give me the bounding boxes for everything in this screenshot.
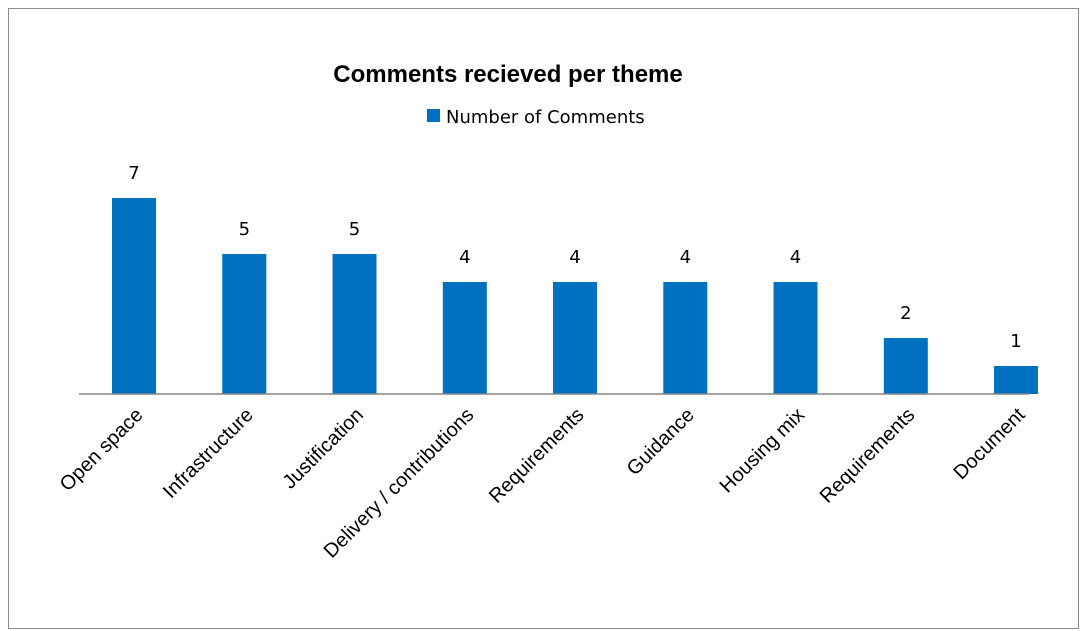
bar — [442, 282, 487, 394]
x-tick-label: Infrastructure — [159, 404, 258, 503]
data-label: 4 — [680, 247, 691, 268]
bar — [553, 282, 597, 394]
legend: Number of Comments — [427, 107, 645, 128]
data-label: 7 — [128, 163, 139, 184]
data-label: 2 — [900, 303, 911, 324]
data-label: 4 — [569, 247, 580, 268]
legend-swatch — [427, 109, 440, 122]
x-tick-label: Housing mix — [716, 404, 809, 497]
x-tick-label: Open space — [56, 404, 148, 496]
x-tick-label: Requirements — [816, 404, 920, 508]
data-label: 5 — [349, 219, 360, 240]
bar — [994, 366, 1038, 394]
bar — [883, 338, 928, 394]
x-tick-label: Guidance — [623, 404, 699, 480]
bar — [773, 282, 818, 394]
x-tick-label: Document — [950, 404, 1030, 484]
bars-group — [112, 198, 1038, 394]
data-label: 5 — [239, 219, 250, 240]
x-tick-label: Justification — [279, 404, 368, 493]
data-label: 1 — [1010, 331, 1021, 352]
bar — [112, 198, 156, 394]
data-label: 4 — [459, 247, 470, 268]
chart-frame — [8, 8, 1079, 629]
x-tick-labels-group: Open space Infrastructure JustificationDel… — [56, 404, 1030, 563]
x-tick-label: Requirements — [485, 404, 589, 508]
data-label: 4 — [790, 247, 801, 268]
bar — [222, 254, 267, 394]
data-labels-group: 7 5 5 4 4 4 4 2 1 — [128, 163, 1021, 352]
bar — [332, 254, 377, 394]
bar — [663, 282, 708, 394]
legend-label: Number of Comments — [446, 107, 645, 128]
chart-title: Comments recieved per theme — [333, 61, 682, 88]
